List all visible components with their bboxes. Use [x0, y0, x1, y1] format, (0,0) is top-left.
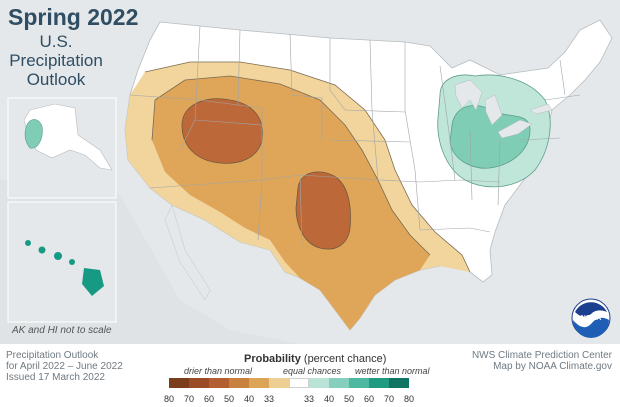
meta-outlook-type: Precipitation Outlook	[6, 350, 99, 361]
noaa-logo-icon: NOAA	[571, 298, 611, 338]
subtitle-line-1: U.S.	[39, 32, 73, 51]
legend-tick-label: 70	[383, 394, 394, 404]
legend-title-bold: Probability	[244, 353, 301, 365]
legend-panel: Precipitation Outlook for April 2022 – J…	[0, 344, 620, 407]
map-title: Spring 2022	[8, 4, 139, 30]
legend-swatch	[229, 378, 249, 388]
legend-tick-label: 60	[363, 394, 374, 404]
us-map	[7, 19, 613, 331]
hawaii-inset	[7, 201, 117, 323]
legend-swatch	[349, 378, 369, 388]
legend-swatch	[389, 378, 409, 388]
legend-swatch	[189, 378, 209, 388]
subtitle-line-2: Precipitation	[9, 51, 103, 70]
legend-equal-label: equal chances	[283, 366, 342, 376]
legend-tick-label: 50	[343, 394, 354, 404]
meta-credit-map: Map by NOAA Climate.gov	[493, 361, 612, 372]
map-subtitle: U.S. Precipitation Outlook	[0, 32, 112, 89]
alaska-wet-region	[24, 119, 43, 149]
legend-drier-label: drier than normal	[184, 366, 253, 376]
legend-swatch	[169, 378, 189, 388]
legend-tick-label: 80	[163, 394, 174, 404]
state-boundaries	[129, 25, 581, 246]
legend-tick-label: 60	[203, 394, 214, 404]
dry-40-contour	[151, 75, 431, 256]
legend-title: Probability (percent chance)	[244, 353, 386, 365]
meta-issued: Issued 17 March 2022	[6, 372, 105, 383]
subtitle-line-3: Outlook	[26, 70, 86, 89]
legend-swatch	[309, 378, 329, 388]
legend-swatch	[269, 378, 289, 388]
legend-tick-label: 40	[323, 394, 334, 404]
legend-swatch	[369, 378, 389, 388]
legend-swatch	[209, 378, 229, 388]
dry-33-contour	[144, 61, 471, 273]
inset-scale-note: AK and HI not to scale	[12, 325, 112, 336]
legend-swatch	[329, 378, 349, 388]
dry-50-region-south	[295, 171, 351, 250]
great-lakes	[454, 79, 553, 139]
legend-wetter-label: wetter than normal	[355, 366, 430, 376]
logo-text: NOAA	[581, 315, 602, 322]
legend-tick-label: 33	[303, 394, 314, 404]
meta-period: for April 2022 – June 2022	[6, 361, 123, 372]
legend-swatch	[249, 378, 269, 388]
legend-title-rest: (percent chance)	[300, 353, 387, 365]
legend-swatch	[289, 378, 309, 388]
legend-tick-label: 80	[403, 394, 414, 404]
baja-peninsula	[164, 204, 211, 301]
legend-color-scale	[169, 378, 409, 388]
hawaii-islands	[25, 240, 104, 296]
legend-tick-label: 40	[243, 394, 254, 404]
legend-tick-label: 33	[263, 394, 274, 404]
legend-tick-label: 70	[183, 394, 194, 404]
meta-credit-cpc: NWS Climate Prediction Center	[471, 350, 612, 361]
legend-tick-label: 50	[223, 394, 234, 404]
